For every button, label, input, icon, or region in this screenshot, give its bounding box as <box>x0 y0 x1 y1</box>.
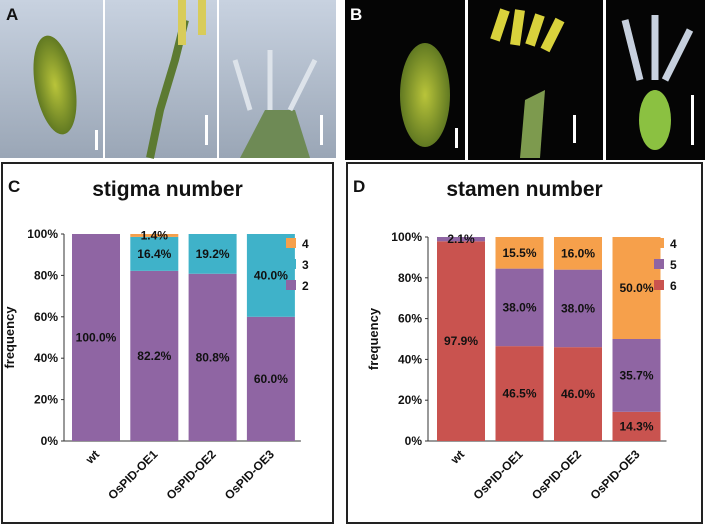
y-tick-label: 100% <box>27 227 58 241</box>
y-tick-label: 0% <box>41 434 59 448</box>
chart-frame <box>1 162 334 524</box>
x-tick-label: OsPID-OE1 <box>470 447 525 502</box>
y-tick-label: 20% <box>34 393 58 407</box>
value-label: 40.0% <box>254 268 288 282</box>
x-tick-label: wt <box>82 447 102 467</box>
panel-label: C <box>8 177 20 196</box>
legend-swatch <box>654 238 664 248</box>
legend-label: 5 <box>670 258 677 272</box>
value-label: 14.3% <box>619 419 653 433</box>
photo-b <box>345 0 705 160</box>
value-label: 46.0% <box>561 387 595 401</box>
y-tick-label: 80% <box>34 268 58 282</box>
legend-swatch <box>286 280 296 290</box>
y-tick-label: 80% <box>398 271 422 285</box>
value-label: 19.2% <box>196 247 230 261</box>
bar-segment <box>612 237 661 339</box>
y-tick-label: 100% <box>391 230 422 244</box>
value-label: 38.0% <box>502 300 536 314</box>
panel-label: B <box>350 5 362 24</box>
legend-swatch <box>654 280 664 290</box>
chart-frame <box>346 162 703 524</box>
bar-segment <box>437 241 485 441</box>
y-tick-label: 60% <box>34 310 58 324</box>
value-label: 60.0% <box>254 372 288 386</box>
bar-segment <box>188 273 237 441</box>
y-tick-label: 0% <box>405 434 423 448</box>
x-tick-label: OsPID-OE2 <box>164 447 219 502</box>
legend-label: 4 <box>302 237 309 251</box>
chart-title: stigma number <box>92 178 243 201</box>
legend-label: 6 <box>670 279 677 293</box>
y-tick-label: 40% <box>398 352 422 366</box>
x-tick-label: wt <box>447 447 467 467</box>
legend-swatch <box>286 259 296 269</box>
legend-label: 3 <box>302 258 309 272</box>
value-label: 15.5% <box>502 246 536 260</box>
legend-swatch <box>654 259 664 269</box>
panel-label: A <box>6 5 18 24</box>
bar-segment <box>130 234 179 237</box>
bar-segment <box>612 411 661 441</box>
value-label: 50.0% <box>619 281 653 295</box>
value-label: 82.2% <box>137 349 171 363</box>
bar-segment <box>246 316 295 441</box>
x-tick-label: OsPID-OE3 <box>587 447 642 502</box>
value-label: 16.0% <box>561 246 595 260</box>
bar-segment <box>554 347 602 441</box>
value-label: 80.8% <box>196 350 230 364</box>
value-label: 38.0% <box>561 301 595 315</box>
value-label: 35.7% <box>619 368 653 382</box>
legend-label: 2 <box>302 279 309 293</box>
bar-segment <box>495 237 544 269</box>
y-tick-label: 60% <box>398 312 422 326</box>
bar-segment <box>554 237 602 270</box>
bar-segment <box>130 236 179 271</box>
value-label: 16.4% <box>137 247 171 261</box>
bar-segment <box>72 234 120 441</box>
value-label: 46.5% <box>502 387 536 401</box>
bar-segment <box>495 268 544 347</box>
bar-segment <box>612 339 661 412</box>
x-tick-label: OsPID-OE1 <box>105 447 160 502</box>
bar-segment <box>554 269 602 348</box>
y-tick-label: 40% <box>34 351 58 365</box>
bar-segment <box>130 270 179 441</box>
value-label: 2.1% <box>447 232 475 246</box>
bar-segment <box>188 234 237 274</box>
x-tick-label: OsPID-OE3 <box>222 447 277 502</box>
photo-a <box>0 0 336 159</box>
legend-swatch <box>286 238 296 248</box>
panel-label: D <box>353 177 365 196</box>
value-label: 1.4% <box>141 228 169 242</box>
bar-segment <box>495 346 544 441</box>
chart-title: stamen number <box>446 178 602 201</box>
y-axis-title: frequency <box>366 307 381 370</box>
bar-segment <box>437 237 485 242</box>
value-label: 97.9% <box>444 334 478 348</box>
x-tick-label: OsPID-OE2 <box>529 447 584 502</box>
y-axis-title: frequency <box>2 306 17 369</box>
value-label: 100.0% <box>76 331 117 345</box>
legend-label: 4 <box>670 237 677 251</box>
y-tick-label: 20% <box>398 393 422 407</box>
